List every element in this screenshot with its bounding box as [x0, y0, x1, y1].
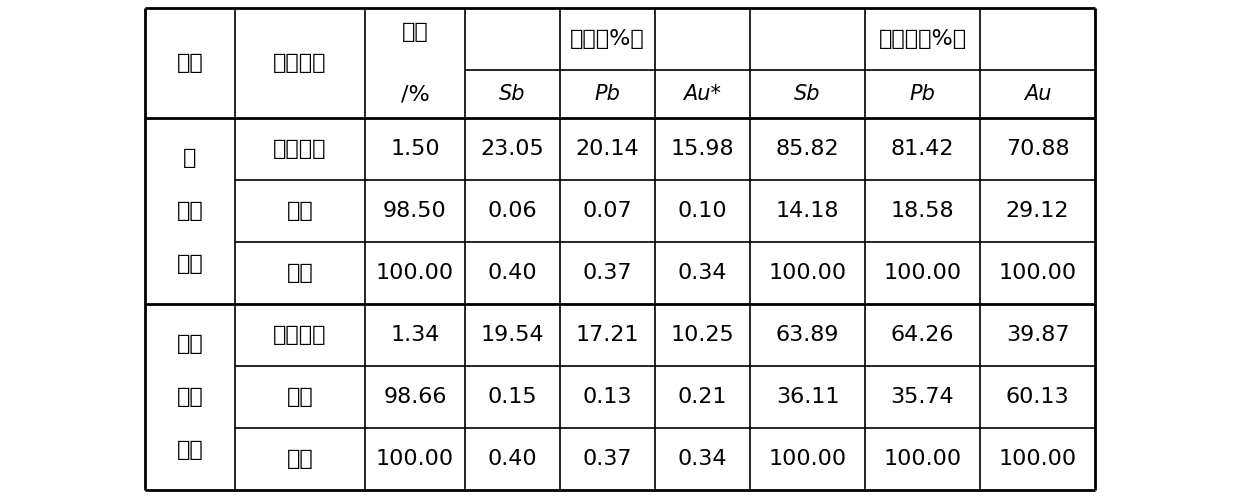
Text: 产品名称: 产品名称: [273, 53, 327, 73]
Text: 81.42: 81.42: [890, 139, 955, 159]
Text: 1.50: 1.50: [391, 139, 440, 159]
Text: 23.05: 23.05: [481, 139, 544, 159]
Text: 100.00: 100.00: [376, 449, 454, 469]
Text: 14.18: 14.18: [776, 201, 839, 221]
Text: Sb: Sb: [500, 84, 526, 104]
Text: 0.21: 0.21: [678, 387, 727, 407]
Text: 给矿: 给矿: [286, 263, 314, 283]
Text: 品位（%）: 品位（%）: [570, 29, 645, 49]
Text: 15.98: 15.98: [671, 139, 734, 159]
Text: 组合: 组合: [176, 387, 203, 407]
Text: 混合精矿: 混合精矿: [273, 139, 327, 159]
Text: 98.66: 98.66: [383, 387, 446, 407]
Text: 传统: 传统: [176, 440, 203, 460]
Text: 100.00: 100.00: [769, 263, 847, 283]
Text: 19.54: 19.54: [481, 325, 544, 345]
Text: 10.25: 10.25: [671, 325, 734, 345]
Text: 0.15: 0.15: [487, 387, 537, 407]
Text: 18.58: 18.58: [890, 201, 955, 221]
Text: 0.13: 0.13: [583, 387, 632, 407]
Text: 100.00: 100.00: [998, 449, 1076, 469]
Text: 工艺: 工艺: [176, 334, 203, 354]
Text: 100.00: 100.00: [883, 263, 961, 283]
Text: Sb: Sb: [795, 84, 821, 104]
Text: 工艺: 工艺: [176, 53, 203, 73]
Text: 本发: 本发: [176, 254, 203, 274]
Text: 36.11: 36.11: [776, 387, 839, 407]
Text: 混合精矿: 混合精矿: [273, 325, 327, 345]
Text: 64.26: 64.26: [890, 325, 955, 345]
Text: 1.34: 1.34: [391, 325, 440, 345]
Text: 100.00: 100.00: [769, 449, 847, 469]
Text: 0.40: 0.40: [487, 449, 537, 469]
Text: 35.74: 35.74: [890, 387, 955, 407]
Text: 17.21: 17.21: [575, 325, 640, 345]
Text: 85.82: 85.82: [776, 139, 839, 159]
Text: 100.00: 100.00: [883, 449, 961, 469]
Text: 给矿: 给矿: [286, 449, 314, 469]
Text: Pb: Pb: [910, 84, 935, 104]
Text: 回收率（%）: 回收率（%）: [878, 29, 966, 49]
Text: Au: Au: [1024, 84, 1052, 104]
Text: 63.89: 63.89: [776, 325, 839, 345]
Text: 39.87: 39.87: [1006, 325, 1069, 345]
Text: 尾矿: 尾矿: [286, 201, 314, 221]
Text: 艺: 艺: [184, 148, 197, 168]
Text: 0.40: 0.40: [487, 263, 537, 283]
Text: Au*: Au*: [683, 84, 722, 104]
Text: 20.14: 20.14: [575, 139, 640, 159]
Text: 尾矿: 尾矿: [286, 387, 314, 407]
Text: 0.34: 0.34: [678, 449, 727, 469]
Text: 100.00: 100.00: [998, 263, 1076, 283]
Text: 70.88: 70.88: [1006, 139, 1069, 159]
Text: 29.12: 29.12: [1006, 201, 1069, 221]
Text: 明工: 明工: [176, 201, 203, 221]
Text: 0.37: 0.37: [583, 263, 632, 283]
Text: 98.50: 98.50: [383, 201, 446, 221]
Text: 产率: 产率: [402, 22, 428, 42]
Text: 0.34: 0.34: [678, 263, 727, 283]
Text: 60.13: 60.13: [1006, 387, 1069, 407]
Text: Pb: Pb: [594, 84, 620, 104]
Text: 0.06: 0.06: [487, 201, 537, 221]
Text: /%: /%: [401, 84, 429, 104]
Text: 100.00: 100.00: [376, 263, 454, 283]
Text: 0.10: 0.10: [678, 201, 728, 221]
Text: 0.37: 0.37: [583, 449, 632, 469]
Text: 0.07: 0.07: [583, 201, 632, 221]
